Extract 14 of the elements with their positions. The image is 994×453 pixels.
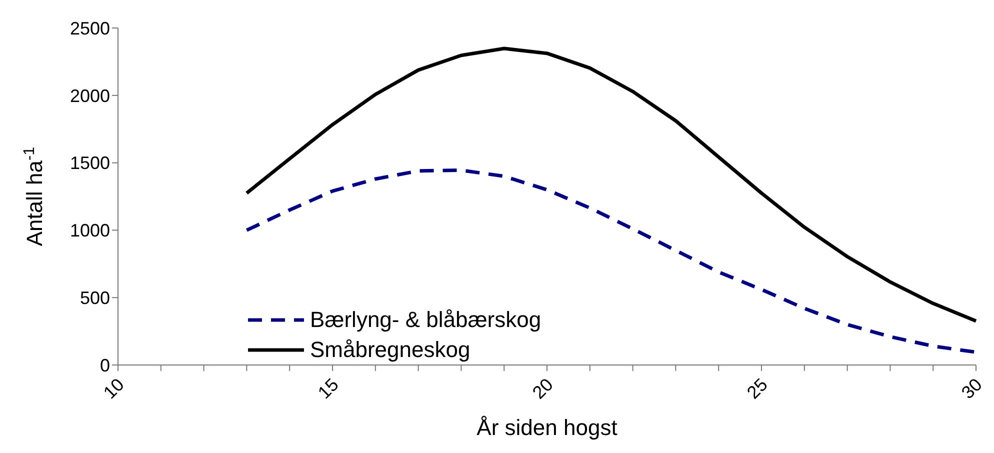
- y-tick-label: 0: [100, 355, 110, 376]
- x-tick-label: 15: [314, 374, 342, 403]
- y-tick-label: 2500: [70, 18, 110, 38]
- y-tick-label: 500: [80, 288, 110, 308]
- y-tick-label: 1500: [70, 153, 110, 174]
- y-tick-label: 1000: [70, 220, 110, 241]
- legend-label: Småbregneskog: [310, 337, 470, 363]
- x-tick-label: 25: [743, 374, 772, 403]
- x-tick-label: 30: [958, 374, 986, 403]
- x-tick-label: 20: [528, 374, 557, 403]
- x-axis-title: År siden hogst: [476, 415, 618, 440]
- legend-label: Bærlyng- & blåbærskog: [310, 307, 542, 333]
- y-tick-label: 2000: [70, 86, 110, 106]
- x-tick-label: 10: [100, 374, 128, 403]
